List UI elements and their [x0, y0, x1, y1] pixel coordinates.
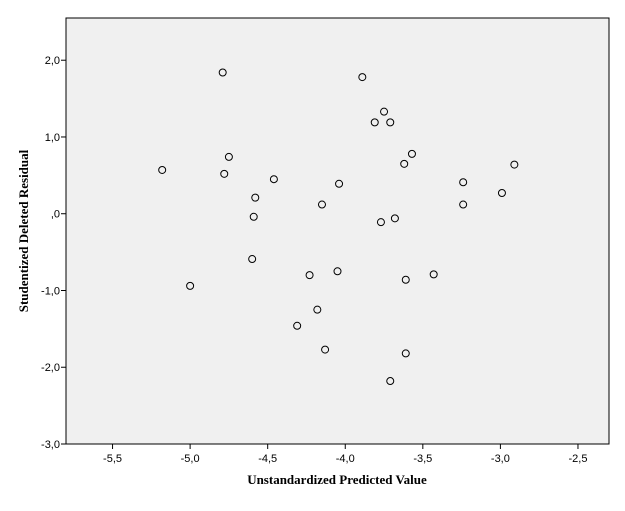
data-point	[401, 349, 410, 358]
data-point	[251, 193, 260, 202]
data-point	[459, 200, 468, 209]
data-point	[401, 275, 410, 284]
y-tick-label: ,0	[51, 209, 60, 221]
data-point	[218, 68, 227, 77]
data-point	[335, 179, 344, 188]
data-points	[158, 68, 519, 386]
data-point	[407, 149, 416, 158]
x-tick-label: -5,0	[181, 453, 200, 465]
data-point	[220, 169, 229, 178]
data-point	[317, 200, 326, 209]
y-tick-label: 1,0	[45, 132, 60, 144]
data-point	[510, 160, 519, 169]
data-point	[390, 214, 399, 223]
data-point	[224, 152, 233, 161]
y-axis-ticks: 2,0 1,0 ,0 -1,0 -2,0 -3,0	[41, 55, 66, 451]
data-point	[313, 305, 322, 314]
data-point	[248, 255, 257, 264]
x-tick-label: -3,0	[491, 453, 510, 465]
data-point	[380, 107, 389, 116]
x-tick-label: -5,5	[103, 453, 122, 465]
y-tick-label: -3,0	[41, 439, 60, 451]
data-point	[305, 271, 314, 280]
x-tick-label: -4,0	[336, 453, 355, 465]
data-point	[249, 212, 258, 221]
data-point	[370, 118, 379, 127]
data-point	[321, 345, 330, 354]
data-point	[269, 175, 278, 184]
data-point	[497, 189, 506, 198]
plot-area	[65, 17, 610, 445]
y-tick-label: -1,0	[41, 285, 60, 297]
data-point	[386, 377, 395, 386]
y-tick-label: 2,0	[45, 55, 60, 67]
x-axis-ticks: -5,5 -5,0 -4,5 -4,0 -3,5 -3,0 -2,5	[103, 444, 587, 465]
data-point	[400, 159, 409, 168]
data-point	[293, 321, 302, 330]
x-axis-title: Unstandardized Predicted Value	[247, 472, 427, 487]
x-tick-label: -4,5	[258, 453, 277, 465]
x-tick-label: -3,5	[413, 453, 432, 465]
x-tick-label: -2,5	[568, 453, 587, 465]
data-point	[186, 281, 195, 290]
y-tick-label: -2,0	[41, 362, 60, 374]
y-axis-title: Studentized Deleted Residual	[16, 149, 31, 312]
data-point	[358, 73, 367, 82]
data-point	[459, 178, 468, 187]
data-point	[376, 218, 385, 227]
data-point	[386, 118, 395, 127]
data-point	[429, 270, 438, 279]
data-point	[333, 267, 342, 276]
data-point	[158, 165, 167, 174]
